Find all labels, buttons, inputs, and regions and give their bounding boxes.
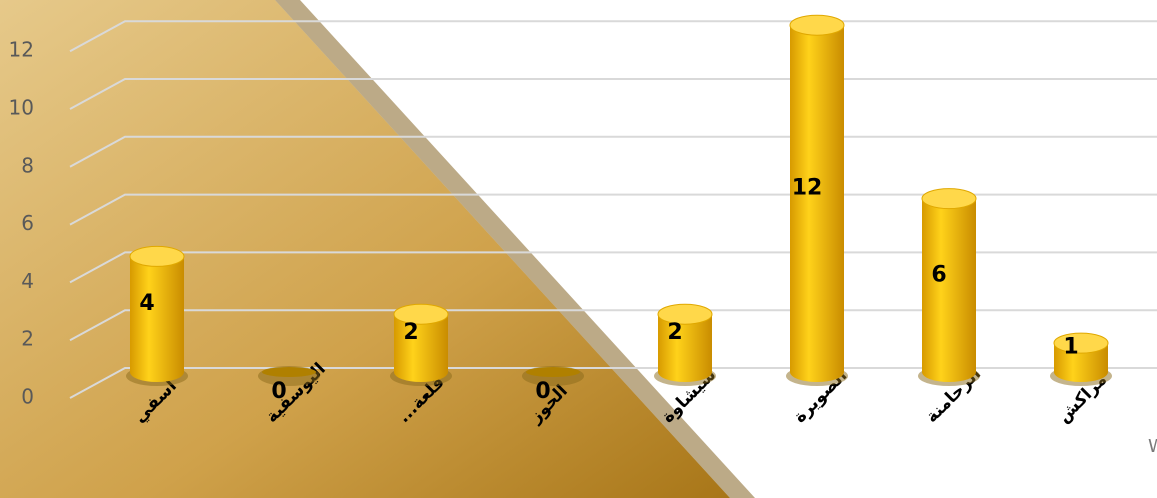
bar [130,256,184,372]
y-tick-label: 12 [9,38,34,62]
y-tick-label: 2 [21,327,34,351]
data-label: 0 [535,379,550,404]
band-edge [275,0,755,498]
data-label: 4 [139,291,154,316]
data-label: 2 [667,320,682,345]
bar-top [789,14,845,36]
y-tick-label: 8 [21,153,34,177]
data-label: 12 [792,176,823,201]
data-label: 0 [271,379,286,404]
bar-bottom [394,362,448,382]
bar-top [657,303,713,325]
bar [790,25,844,372]
bar-top [129,245,185,267]
bar-top [921,188,977,210]
bar-top [393,303,449,325]
clipped-text: W [1148,436,1157,457]
data-label: 2 [403,320,418,345]
bar-bottom [790,362,844,382]
y-tick-label: 0 [21,385,34,409]
bar [262,367,316,377]
bar-bottom [658,362,712,382]
bar-top [1053,332,1109,354]
bar-bottom [922,362,976,382]
bar [922,198,976,372]
y-tick-label: 4 [21,269,34,293]
y-tick-label: 10 [9,96,34,120]
bar [526,367,580,377]
bar-bottom [1054,362,1108,382]
data-label: 1 [1063,335,1078,360]
y-tick-label: 6 [21,211,34,235]
bar-bottom [130,362,184,382]
data-label: 6 [931,262,946,287]
